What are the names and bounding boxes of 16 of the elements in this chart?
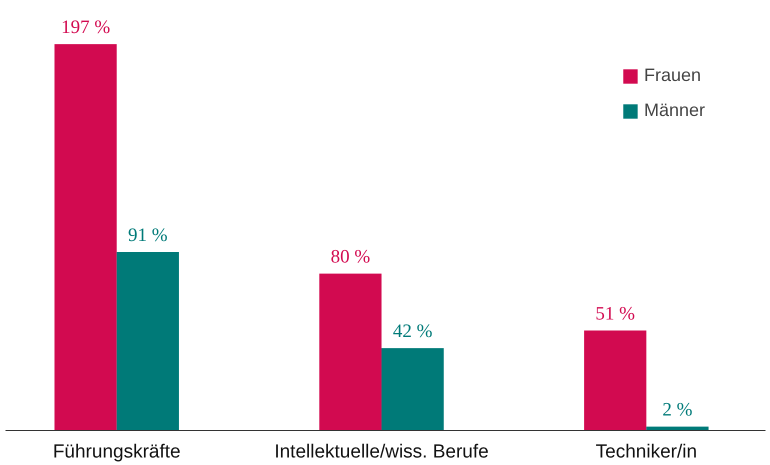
x-tick-label: Techniker/in — [596, 442, 698, 462]
data-label: 2 % — [662, 400, 693, 421]
legend-label: Männer — [644, 100, 705, 121]
data-label: 91 % — [128, 225, 168, 246]
bar — [54, 44, 117, 430]
data-label: 80 % — [330, 246, 370, 268]
bar — [116, 252, 179, 430]
bar — [584, 330, 646, 430]
data-label: 42 % — [392, 321, 433, 342]
legend-label: Frauen — [644, 65, 702, 86]
bar — [382, 348, 444, 430]
bar — [319, 274, 382, 430]
data-label: 197 % — [61, 17, 110, 38]
x-tick-label: Führungskräfte — [52, 442, 181, 462]
x-tick-label: Intellektuelle/wiss. Berufe — [274, 442, 489, 462]
data-label: 51 % — [595, 303, 636, 324]
